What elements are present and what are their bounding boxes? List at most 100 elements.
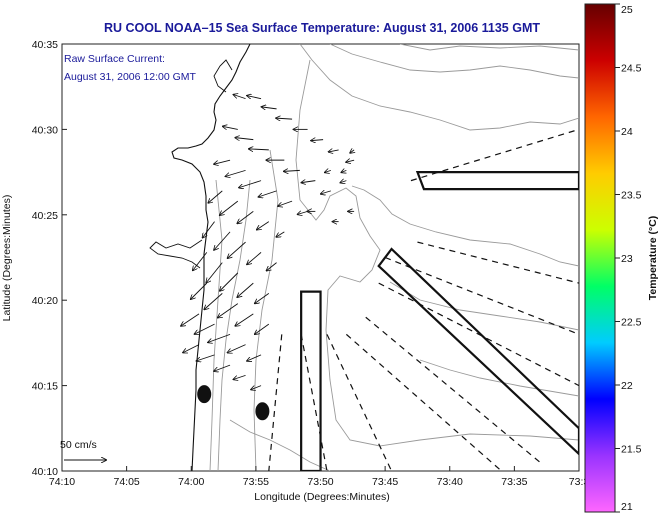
survey-line <box>378 282 579 387</box>
survey-box <box>377 247 579 456</box>
current-vector <box>223 126 238 129</box>
current-vector <box>340 181 347 183</box>
survey-box <box>300 290 322 471</box>
current-vector <box>329 150 339 152</box>
bay-shore <box>213 59 233 93</box>
current-vector <box>218 303 239 318</box>
colorbar-label: Temperature (°C) <box>647 216 659 301</box>
current-vector <box>341 170 346 172</box>
x-tick-label: 73:55 <box>243 476 269 488</box>
survey-lines <box>268 128 579 471</box>
current-vector <box>235 138 254 140</box>
current-vector <box>267 262 277 271</box>
x-tick-label: 73:40 <box>437 476 463 488</box>
current-vector <box>301 181 316 183</box>
current-vector <box>255 293 270 303</box>
current-vector <box>235 313 254 326</box>
current-vector <box>220 200 239 215</box>
current-vector <box>311 140 324 141</box>
current-vector <box>237 282 254 297</box>
current-vector <box>255 323 270 334</box>
y-axis-ticks: 40:10 40:15 40:20 40:25 40:30 40:35 <box>32 39 67 478</box>
survey-line <box>300 334 328 471</box>
x-tick-label: 73:45 <box>372 476 398 488</box>
current-vector <box>206 262 223 283</box>
current-vector <box>237 211 254 223</box>
current-vector <box>228 344 246 353</box>
current-vector <box>228 241 246 258</box>
current-vector <box>321 191 331 194</box>
current-vector <box>203 221 215 238</box>
current-vector <box>249 149 269 150</box>
colorbar-tick-label: 25 <box>621 4 633 16</box>
current-vector <box>193 252 208 270</box>
current-vector <box>346 160 355 162</box>
current-vector <box>226 169 246 176</box>
current-vector <box>325 170 331 172</box>
colorbar-tick-label: 24 <box>621 126 633 138</box>
colorbar <box>584 3 616 513</box>
colorbar-tick-label: 22 <box>621 380 633 392</box>
y-tick-label: 40:15 <box>32 381 58 393</box>
survey-box <box>415 171 579 191</box>
current-vector <box>181 313 200 326</box>
current-vector <box>262 107 277 109</box>
x-tick-label: 74:10 <box>49 476 75 488</box>
x-axis-label: Longitude (Degrees:Minutes) <box>254 491 389 503</box>
x-tick-label: 74:00 <box>178 476 204 488</box>
scale-arrow-label: 50 cm/s <box>60 439 97 451</box>
survey-line <box>268 334 283 471</box>
colorbar-tick-label: 21 <box>621 501 633 513</box>
y-tick-label: 40:35 <box>32 39 58 51</box>
colorbar-tick-label: 22.5 <box>621 317 642 329</box>
current-vector <box>298 211 308 214</box>
survey-line <box>384 256 579 335</box>
current-vector <box>195 323 215 334</box>
current-vector <box>251 385 262 390</box>
buoy-marker <box>197 385 212 404</box>
river-inlet <box>149 239 203 269</box>
x-tick-label: 73:3 <box>569 476 590 488</box>
current-vector <box>191 282 208 299</box>
current-vector <box>350 150 354 153</box>
y-tick-label: 40:10 <box>32 466 58 478</box>
current-vector <box>197 354 215 361</box>
x-tick-label: 73:50 <box>307 476 333 488</box>
current-vector <box>214 159 231 164</box>
survey-line <box>410 128 579 182</box>
colorbar-tick-label: 21.5 <box>621 444 642 456</box>
x-tick-label: 73:35 <box>501 476 527 488</box>
current-vector <box>276 118 293 119</box>
y-tick-label: 40:30 <box>32 124 58 136</box>
current-vector <box>183 344 200 353</box>
survey-line <box>417 241 579 284</box>
current-vector <box>208 190 223 203</box>
colorbar-tick-label: 24.5 <box>621 63 642 75</box>
survey-line <box>345 333 502 471</box>
current-vector <box>259 190 277 197</box>
colorbar-tick-label: 23.5 <box>621 190 642 202</box>
current-vector <box>239 180 262 188</box>
y-axis-label: Latitude (Degrees:Minutes) <box>1 195 13 322</box>
survey-boxes <box>300 171 579 471</box>
current-vector <box>247 252 262 264</box>
current-vector <box>276 231 285 237</box>
current-vector <box>278 200 293 206</box>
current-vector <box>247 354 262 361</box>
colorbar-tick-label: 23 <box>621 253 633 265</box>
current-vector <box>204 293 223 309</box>
current-vector <box>284 170 300 171</box>
coastline <box>171 44 251 471</box>
buoy-marker <box>255 402 270 421</box>
annotation-line-2: August 31, 2006 12:00 GMT <box>64 71 197 83</box>
x-axis-ticks: 74:10 74:05 74:00 73:55 73:50 73:45 73:40 73:35… <box>49 466 590 488</box>
current-vector <box>247 96 262 99</box>
y-tick-label: 40:25 <box>32 210 58 222</box>
chart-title: RU COOL NOAA–15 Sea Surface Temperature:… <box>104 21 540 35</box>
x-tick-label: 74:05 <box>113 476 139 488</box>
current-vector <box>234 95 246 100</box>
buoy-markers <box>197 385 270 421</box>
annotation-line-1: Raw Surface Current: <box>64 53 165 65</box>
current-vector <box>214 231 231 250</box>
